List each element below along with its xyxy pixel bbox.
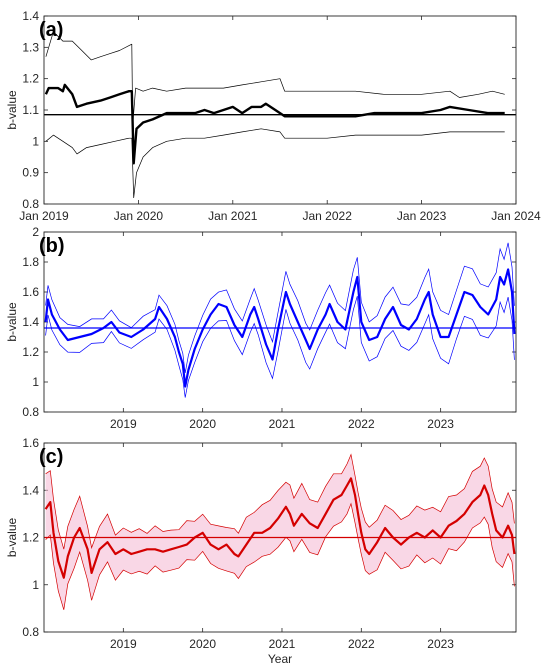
lower-bound-line xyxy=(45,296,515,398)
y-tick-label: 0.9 xyxy=(22,166,39,180)
confidence-band xyxy=(45,454,515,610)
axes-frame xyxy=(43,442,517,633)
x-tick-label: 2023 xyxy=(427,637,454,651)
y-tick-label: 1.2 xyxy=(22,72,39,86)
y-tick-label: 1.4 xyxy=(22,483,39,497)
x-tick-label: 2020 xyxy=(189,417,216,431)
x-tick-label: 2019 xyxy=(110,637,137,651)
series-upper-line xyxy=(45,31,505,127)
y-tick-label: 1.2 xyxy=(22,531,39,545)
lower-bound-line xyxy=(45,502,515,610)
upper-bound-line xyxy=(45,453,515,550)
x-tick-label: Jan 2024 xyxy=(491,209,541,223)
x-tick-label: Jan 2020 xyxy=(114,209,164,223)
series-lower-line xyxy=(45,128,505,199)
axes-frame xyxy=(43,15,517,205)
panel-label: (c) xyxy=(39,446,63,468)
y-tick-label: 1.1 xyxy=(22,103,39,117)
y-tick-label: 0.8 xyxy=(22,197,39,211)
x-tick-label: Jan 2022 xyxy=(303,209,353,223)
y-tick-label: 2 xyxy=(32,225,39,239)
panel-label: (b) xyxy=(39,235,65,257)
y-tick-label: 1.4 xyxy=(22,315,39,329)
y-tick-label: 1.8 xyxy=(22,255,39,269)
x-tick-label: 2019 xyxy=(110,417,137,431)
x-tick-label: 2022 xyxy=(348,637,375,651)
upper-bound-line xyxy=(45,242,515,374)
axes-frame xyxy=(43,231,517,413)
y-tick-label: 1 xyxy=(32,134,39,148)
y-tick-label: 1.3 xyxy=(22,40,39,54)
x-tick-label: 2021 xyxy=(269,417,296,431)
estimate-line xyxy=(44,268,516,388)
panel-a: 0.8 0.9 1 1.1 1.2 1.3 1.4 Jan 2019 Jan 2020 Jan 2… xyxy=(5,9,541,223)
panel-b: 0.8 1 1.2 1.4 1.6 1.8 2 2019 2020 2021 2022 2023 b-v… xyxy=(5,225,517,431)
panel-c: 0.8 1 1.2 1.4 1.6 2019 2020 2021 2022 2023 b-value… xyxy=(5,436,517,666)
y-axis-label: b-value xyxy=(5,302,19,342)
y-tick-label: 1 xyxy=(32,578,39,592)
x-tick-label: 2021 xyxy=(269,637,296,651)
y-tick-label: 1.2 xyxy=(22,345,39,359)
y-tick-label: 1 xyxy=(32,375,39,389)
y-tick-label: 1.6 xyxy=(22,285,39,299)
y-tick-label: 0.8 xyxy=(22,625,39,639)
y-tick-label: 0.8 xyxy=(22,405,39,419)
panel-label: (a) xyxy=(39,19,63,41)
y-axis-label: b-value xyxy=(5,517,19,557)
x-tick-label: 2020 xyxy=(189,637,216,651)
x-tick-label: 2023 xyxy=(427,417,454,431)
x-tick-label: Jan 2021 xyxy=(208,209,258,223)
series-estimate-line xyxy=(44,83,505,165)
x-tick-label: Jan 2019 xyxy=(19,209,69,223)
x-tick-label: Jan 2023 xyxy=(397,209,447,223)
y-tick-label: 1.6 xyxy=(22,436,39,450)
x-tick-label: 2022 xyxy=(348,417,375,431)
y-tick-label: 1.4 xyxy=(22,9,39,23)
y-axis-label: b-value xyxy=(5,90,19,130)
estimate-line xyxy=(44,477,516,579)
x-axis-label: Year xyxy=(268,652,292,666)
